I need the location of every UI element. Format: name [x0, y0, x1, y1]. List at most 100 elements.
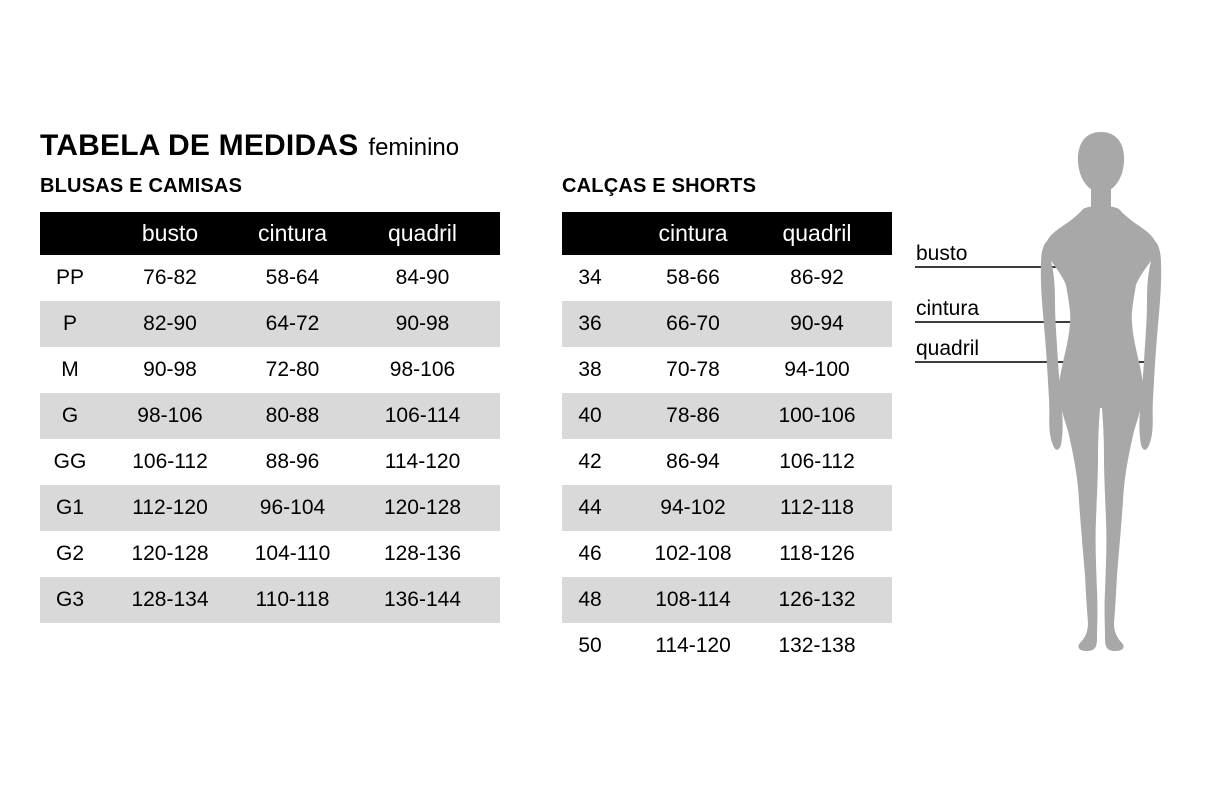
table-row: 34 58-66 86-92	[562, 255, 892, 301]
table-cell: 48	[562, 577, 618, 623]
table-cell: PP	[55, 266, 84, 289]
female-silhouette	[1040, 132, 1162, 651]
table-cell: 126-132	[768, 577, 892, 623]
table-cell: 118-126	[779, 542, 855, 565]
table-row: GG 106-112 88-96 114-120	[40, 439, 500, 485]
header-row: busto cintura quadril	[40, 212, 500, 255]
table-row: G3 128-134 110-118 136-144	[40, 577, 500, 623]
table-row: G1 112-120 96-104 120-128	[40, 485, 500, 531]
table-cell: 106-112	[779, 450, 855, 473]
table-cell: 104-110	[254, 542, 331, 565]
table-cell: 88-96	[265, 450, 320, 473]
table-cell: 44	[562, 485, 618, 531]
table-row: P 82-90 64-72 90-98	[40, 301, 500, 347]
table-cell: 106-114	[345, 393, 500, 439]
measure-label-quadril: quadril	[916, 337, 980, 360]
table-row: 42 86-94 106-112	[562, 439, 892, 485]
table-cell: 82-90	[100, 301, 240, 347]
table-row: 36 66-70 90-94	[562, 301, 892, 347]
table-cell: G3	[40, 577, 100, 623]
table-cell: 108-114	[618, 577, 768, 623]
table-cell: 78-86	[618, 393, 768, 439]
table-row: PP 76-82 58-64 84-90	[40, 255, 500, 301]
table-cell: 136-144	[345, 577, 500, 623]
table-cell: 132-138	[778, 634, 856, 657]
measure-line-quadril	[915, 361, 1145, 363]
table-cell: 76-82	[143, 266, 197, 289]
table-row: 50 114-120 132-138	[562, 623, 892, 669]
column-header: busto	[100, 212, 240, 255]
table-cell: 80-88	[240, 393, 345, 439]
page-title-qualifier: feminino	[368, 134, 460, 161]
table-cell: 40	[562, 393, 618, 439]
silhouette-head	[1077, 132, 1125, 194]
table-cell: 114-120	[655, 634, 731, 657]
table-cell: G	[40, 393, 100, 439]
table-cell: GG	[53, 450, 87, 473]
section-heading-calcas: CALÇAS E SHORTS	[562, 175, 757, 197]
column-header	[40, 212, 100, 255]
silhouette-torso-legs	[1046, 206, 1156, 651]
table-cell: P	[40, 301, 100, 347]
table-row: 46 102-108 118-126	[562, 531, 892, 577]
table-cell: 106-112	[132, 450, 208, 473]
table-row: 40 78-86 100-106	[562, 393, 892, 439]
table-row: 44 94-102 112-118	[562, 485, 892, 531]
table-cell: G2	[55, 542, 84, 565]
measure-line-busto	[915, 266, 1137, 268]
size-table-blusas: busto cintura quadril PP 76-82 58-64 84-90 P 82-…	[40, 212, 500, 623]
column-header: cintura	[618, 212, 768, 255]
table-cell: 86-92	[790, 266, 844, 289]
table-cell: M	[61, 358, 79, 381]
header-row: cintura quadril	[562, 212, 892, 255]
table-cell: 94-100	[784, 358, 850, 381]
table-cell: 120-128	[131, 542, 209, 565]
table-cell: G1	[40, 485, 100, 531]
table-cell: 38	[578, 358, 602, 381]
table-cell: 72-80	[265, 358, 320, 381]
measure-label-busto: busto	[916, 242, 968, 265]
measure-label-cintura: cintura	[916, 297, 980, 320]
table-cell: 110-118	[240, 577, 345, 623]
table-cell: 90-98	[345, 301, 500, 347]
table-cell: 98-106	[389, 358, 456, 381]
table-cell: 112-118	[768, 485, 892, 531]
column-header: quadril	[345, 212, 500, 255]
table-cell: 84-90	[395, 266, 450, 289]
table-cell: 86-94	[666, 450, 720, 473]
silhouette-left-arm	[1040, 241, 1063, 450]
table-cell: 102-108	[654, 542, 732, 565]
table-row: 48 108-114 126-132	[562, 577, 892, 623]
column-header: cintura	[240, 212, 345, 255]
table-row: 38 70-78 94-100	[562, 347, 892, 393]
table-cell: 90-98	[143, 358, 197, 381]
table-cell: 98-106	[100, 393, 240, 439]
table-cell: 94-102	[618, 485, 768, 531]
table-cell: 90-94	[768, 301, 892, 347]
table-cell: 70-78	[666, 358, 720, 381]
table-cell: 46	[578, 542, 602, 565]
table-cell: 114-120	[384, 450, 461, 473]
table-cell: 64-72	[240, 301, 345, 347]
table-cell: 58-64	[265, 266, 320, 289]
table-cell: 42	[578, 450, 602, 473]
page-title-main: TABELA DE MEDIDAS	[40, 129, 359, 162]
size-table-calcas: cintura quadril 34 58-66 86-92 36 66-70 90-94 38…	[562, 212, 892, 669]
table-cell: 112-120	[100, 485, 240, 531]
table-cell: 50	[578, 634, 602, 657]
table-cell: 120-128	[345, 485, 500, 531]
measure-line-cintura	[915, 321, 1132, 323]
section-heading-blusas: BLUSAS E CAMISAS	[40, 175, 243, 197]
table-cell: 34	[578, 266, 602, 289]
column-header: quadril	[768, 212, 892, 255]
silhouette-right-arm	[1139, 241, 1162, 450]
table-cell: 96-104	[240, 485, 345, 531]
table-cell: 100-106	[768, 393, 892, 439]
table-row: M 90-98 72-80 98-106	[40, 347, 500, 393]
column-header	[562, 212, 618, 255]
table-cell: 36	[562, 301, 618, 347]
table-row: G2 120-128 104-110 128-136	[40, 531, 500, 577]
table-cell: 58-66	[666, 266, 720, 289]
table-cell: 66-70	[618, 301, 768, 347]
